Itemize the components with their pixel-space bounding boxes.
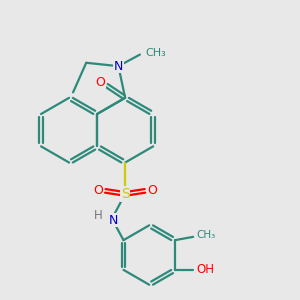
Text: N: N xyxy=(109,214,118,227)
Text: O: O xyxy=(148,184,158,197)
Text: O: O xyxy=(95,76,105,89)
Text: H: H xyxy=(94,209,103,222)
Text: OH: OH xyxy=(196,263,214,276)
Text: CH₃: CH₃ xyxy=(196,230,216,240)
Text: O: O xyxy=(93,184,103,197)
Text: S: S xyxy=(121,187,130,201)
Text: CH₃: CH₃ xyxy=(146,48,166,58)
Text: N: N xyxy=(114,60,123,73)
